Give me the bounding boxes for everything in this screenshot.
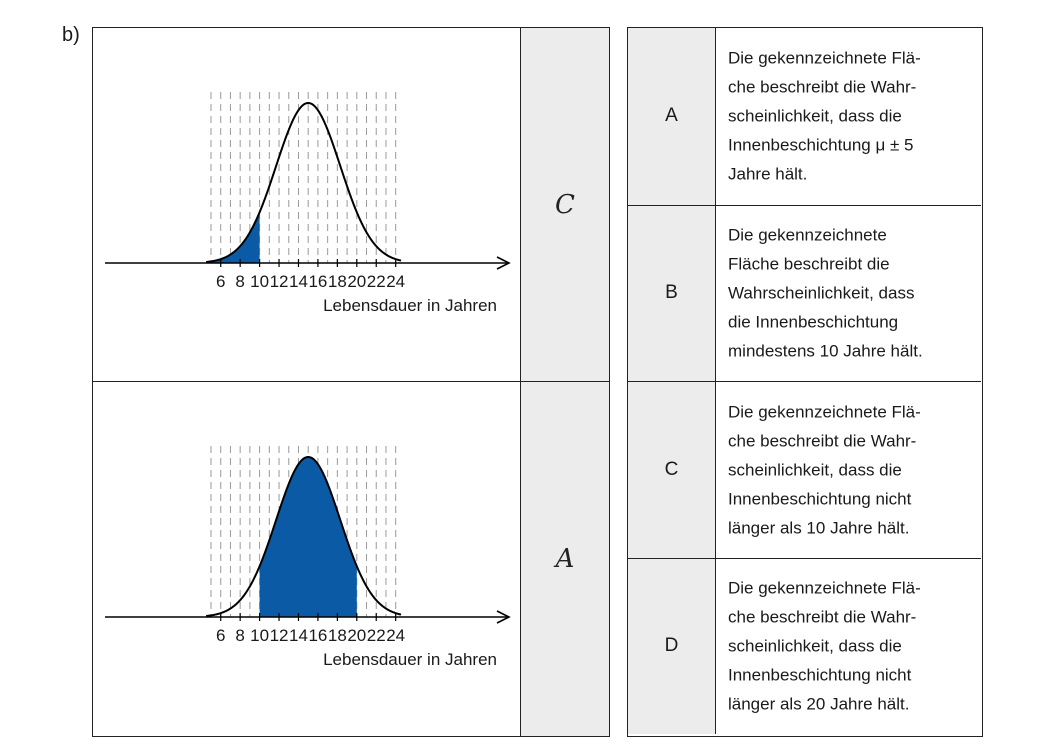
- option-text: Die gekennzeichnete Fläche beschreibt di…: [728, 221, 978, 366]
- x-tick-label: 18: [328, 626, 347, 645]
- option-text-line: Die gekennzeichnete Flä-: [728, 48, 921, 68]
- option-text-line: länger als 10 Jahre hält.: [728, 518, 910, 538]
- shaded-area: [259, 457, 357, 617]
- chart-cell-1: 6 8 10 12 14 16 18 20 22 24 Lebensdauer in Jahren: [93, 28, 521, 382]
- option-text: Die gekennzeichnete Flä- che beschreibt …: [728, 44, 978, 189]
- option-text-line: che beschreibt die Wahr-: [728, 431, 917, 451]
- x-tick-label: 10: [250, 272, 269, 291]
- x-tick-label: 22: [367, 272, 386, 291]
- option-text-line: Fläche beschreibt die: [728, 254, 890, 274]
- x-tick-label: 8: [235, 272, 244, 291]
- option-text-line: mindestens 10 Jahre hält.: [728, 341, 923, 361]
- option-text-line: Innenbeschichtung μ ± 5: [728, 135, 914, 155]
- option-text-line: länger als 20 Jahre hält.: [728, 694, 910, 714]
- option-text-line: scheinlichkeit, dass die: [728, 460, 902, 480]
- option-text-line: Innenbeschichtung nicht: [728, 665, 912, 685]
- chart-cell-2: 6 8 10 12 14 16 18 20 22 24 Lebensdauer in Jahren: [93, 382, 521, 736]
- x-tick-label: 6: [216, 272, 225, 291]
- option-text-line: Jahre hält.: [728, 164, 808, 184]
- x-tick-label: 24: [386, 272, 405, 291]
- answer-field-1[interactable]: C: [521, 28, 609, 382]
- option-text-line: scheinlichkeit, dass die: [728, 106, 902, 126]
- x-tick-label: 16: [308, 626, 327, 645]
- x-tick-label: 16: [308, 272, 327, 291]
- x-axis-label: Lebensdauer in Jahren: [323, 296, 497, 315]
- option-letter: A: [628, 28, 716, 205]
- option-letter: B: [628, 205, 716, 381]
- x-tick-label: 20: [347, 626, 366, 645]
- option-text-line: Wahrscheinlichkeit, dass: [728, 283, 915, 303]
- option-text-line: Die gekennzeichnete Flä-: [728, 578, 921, 598]
- normal-distribution-chart-2: 6 8 10 12 14 16 18 20 22 24 Lebensdauer in Jahren: [105, 446, 511, 669]
- x-tick-label: 12: [270, 272, 289, 291]
- shaded-area: [211, 212, 260, 263]
- x-tick-label: 14: [289, 272, 308, 291]
- option-row-b: B Die gekennzeichnete Fläche beschreibt …: [628, 204, 981, 381]
- x-tick-label: 14: [289, 626, 308, 645]
- x-tick-label: 10: [250, 626, 269, 645]
- x-axis-arrow: [496, 610, 511, 624]
- option-row-d: D Die gekennzeichnete Flä- che beschreib…: [628, 557, 981, 734]
- options-table: A Die gekennzeichnete Flä- che beschreib…: [627, 27, 983, 737]
- option-text-line: die Innenbeschichtung: [728, 312, 899, 332]
- x-tick-label: 6: [216, 626, 225, 645]
- option-text: Die gekennzeichnete Flä- che beschreibt …: [728, 397, 978, 542]
- x-tick-label: 12: [270, 626, 289, 645]
- option-text-line: che beschreibt die Wahr-: [728, 607, 917, 627]
- part-label: b): [62, 24, 80, 46]
- x-axis-arrow: [496, 256, 511, 270]
- handwritten-answer-2: A: [555, 544, 575, 574]
- chart-matching-column: 6 8 10 12 14 16 18 20 22 24 Lebensdauer in Jahren …: [92, 27, 610, 737]
- density-curve: [206, 455, 402, 617]
- normal-distribution-chart-1: 6 8 10 12 14 16 18 20 22 24 Lebensdauer in Jahren: [105, 92, 511, 315]
- option-text-line: Die gekennzeichnete: [728, 225, 887, 245]
- row-divider: [93, 381, 609, 382]
- option-row-c: C Die gekennzeichnete Flä- che beschreib…: [628, 381, 981, 558]
- option-letter: C: [628, 382, 716, 558]
- x-tick-label: 20: [347, 272, 366, 291]
- option-text: Die gekennzeichnete Flä- che beschreibt …: [728, 574, 978, 719]
- x-axis-label: Lebensdauer in Jahren: [323, 650, 497, 669]
- option-row-a: A Die gekennzeichnete Flä- che beschreib…: [628, 28, 981, 205]
- density-curve: [206, 101, 402, 263]
- x-tick-label: 24: [386, 626, 405, 645]
- option-text-line: Die gekennzeichnete Flä-: [728, 402, 921, 422]
- answer-field-2[interactable]: A: [521, 382, 609, 736]
- option-text-line: che beschreibt die Wahr-: [728, 77, 917, 97]
- x-tick-label: 22: [367, 626, 386, 645]
- handwritten-answer-1: C: [555, 190, 575, 220]
- option-text-line: scheinlichkeit, dass die: [728, 636, 902, 656]
- x-tick-label: 8: [235, 626, 244, 645]
- x-tick-label: 18: [328, 272, 347, 291]
- option-letter: D: [628, 558, 716, 734]
- option-text-line: Innenbeschichtung nicht: [728, 489, 912, 509]
